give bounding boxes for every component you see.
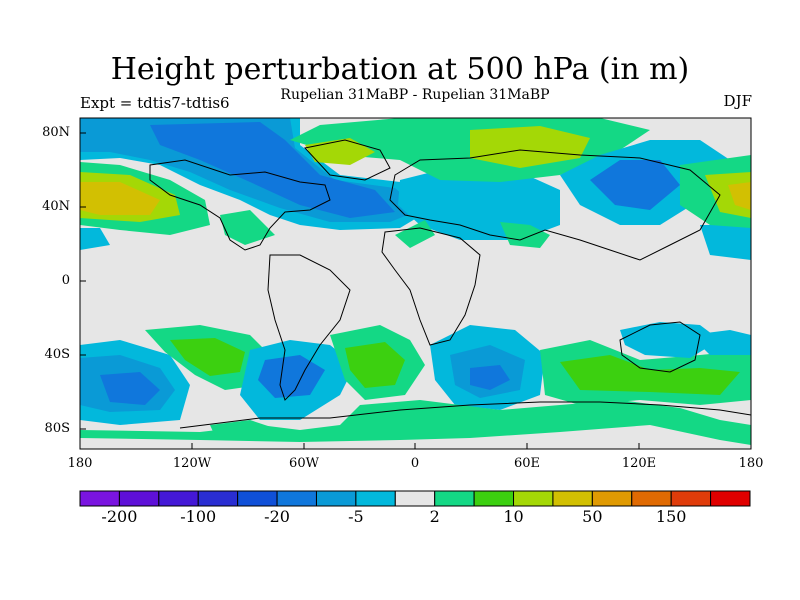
colorbar-swatch [315,490,357,507]
contour-pacific-negative-east [700,225,751,260]
contour-africa-positive [395,220,435,248]
colorbar-swatch [197,490,239,507]
x-label-0: 0 [410,456,420,471]
contour-sw-positive-small [210,420,280,440]
coastline-south-america [267,254,351,401]
x-label-120e: 120E [621,456,657,471]
contour-nh-negative-strong [150,122,395,218]
axis-ticks [79,132,752,449]
colorbar-swatch [118,490,160,507]
y-label-40n: 40N [42,199,70,214]
contour-sio-negative-strong [470,365,510,390]
colorbar-label: 50 [582,507,603,526]
colorbar-label: -5 [348,507,364,526]
colorbar-swatch [158,490,199,507]
colorbar-label: -20 [264,507,290,526]
contour-spac-negative-strong [100,372,160,405]
colorbar-swatch [552,490,593,507]
x-label-60e: 60E [513,456,541,471]
coastline-eurasia [389,149,721,261]
colorbar-swatch [631,490,672,507]
y-label-0: 0 [61,273,70,288]
contour-pacific-negative-west [80,228,110,250]
x-label-180w: 180 [67,456,93,471]
map-title: Height perturbation at 500 hPa (in m) [110,52,690,87]
colorbar-swatch [237,490,278,507]
contour-sind-positive-mid [560,355,740,395]
colorbar-label: 2 [429,507,440,526]
contour-arabia-positive [500,222,550,248]
season-label: DJF [723,92,752,110]
contour-aus-negative-2 [690,330,751,355]
contour-spac-positive-mid [170,338,245,376]
colorbar [79,490,751,507]
coastline-antarctica [179,401,751,429]
colorbar-label: -100 [180,507,217,526]
contour-satl-positive-mid [345,342,405,388]
contour-europe-negative-weak [398,170,560,240]
colorbar-label: 150 [655,507,687,526]
colorbar-label: -200 [101,507,138,526]
map-field [80,118,751,449]
x-label-60w: 60W [289,456,319,471]
contour-npac-positive-vstrong-west [80,182,160,215]
colorbar-swatch [513,490,554,507]
colorbar-swatch [355,490,396,507]
y-label-40s: 40S [44,347,70,362]
contour-caribbean-positive [220,210,275,245]
x-label-120w: 120W [172,456,212,471]
coastline-greenland [304,139,391,181]
coastlines [149,139,751,429]
colorbar-swatch [710,490,751,507]
colorbar-swatch [434,490,475,507]
contour-southern-ocean-neutral [80,425,751,449]
colorbar-swatch [79,490,120,507]
y-label-80n: 80N [42,125,70,140]
contour-arctic-positive-strong [470,126,590,168]
x-label-180e: 180 [738,456,764,471]
colorbar-swatch [670,490,712,507]
coastline-australia [619,321,701,373]
colorbar-label: 10 [503,507,524,526]
y-label-80s: 80S [44,421,70,436]
coastline-north-america [149,159,331,251]
colorbar-swatch [473,490,515,507]
contour-npac-positive-vstrong-east [728,182,751,210]
colorbar-swatch [394,490,436,507]
experiment-label: Expt = tdtis7-tdtis6 [80,94,230,112]
contour-aus-negative [620,322,720,358]
colorbar-swatch [591,490,633,507]
map-subtitle: Rupelian 31MaBP - Rupelian 31MaBP [280,87,550,103]
contour-asia-negative-strong [590,160,680,210]
coastline-africa [381,227,481,346]
contour-sam-negative-strong [258,355,325,398]
colorbar-swatch [276,490,317,507]
